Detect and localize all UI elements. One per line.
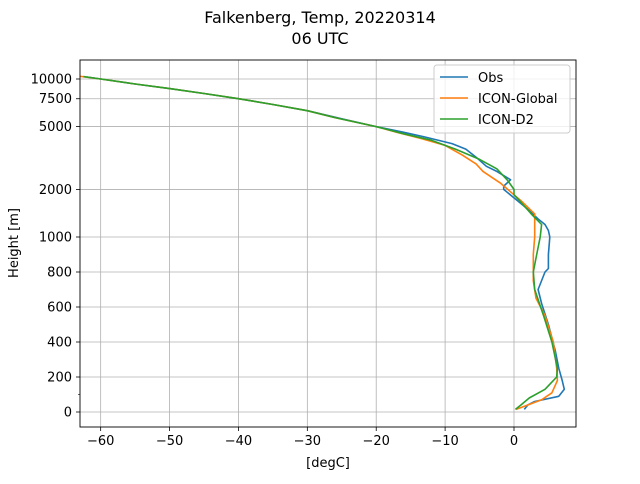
x-tick-label: −10 [431,434,458,449]
chart-title-line2: 06 UTC [291,29,348,48]
legend-entry-label: Obs [478,71,503,86]
series-lines [80,75,566,411]
x-axis-label: [degC] [306,456,350,471]
plot-frame [79,59,577,428]
y-tick-label: 400 [47,336,72,351]
grid-lines [80,60,576,427]
x-tick-label: 0 [510,434,518,449]
y-tick-label: 1000 [39,231,72,246]
legend: Obs ICON-Global ICON-D2 [433,64,571,134]
y-tick-label: 600 [47,301,72,316]
x-tick-label: −50 [156,434,183,449]
y-axis-label: Height [m] [7,208,22,278]
y-tick-label: 7500 [39,92,72,107]
y-tick-label: 2000 [39,183,72,198]
y-tick-label: 10000 [31,73,72,88]
axes: −60 −50 −40 −30 −20 −10 0 0 200 400 600 800 1000 2000… [31,59,577,449]
x-tick-label: −30 [294,434,321,449]
y-tick-label: 200 [47,371,72,386]
legend-entry-label: ICON-Global [478,92,558,107]
y-tick-label: 0 [64,406,72,421]
chart-title-line1: Falkenberg, Temp, 20220314 [204,8,436,27]
legend-entry-label: ICON-D2 [478,113,534,128]
y-tick-label: 5000 [39,120,72,135]
x-tick-label: −60 [87,434,114,449]
x-tick-label: −20 [363,434,390,449]
x-tick-label: −40 [225,434,252,449]
legend-frame [433,64,571,134]
series-line-icon-d2 [83,75,559,411]
y-tick-label: 800 [47,266,72,281]
